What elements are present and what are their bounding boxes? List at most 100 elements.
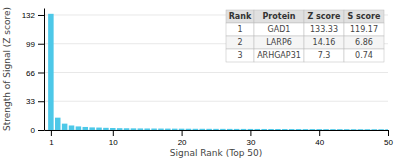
bar — [193, 129, 199, 130]
bar — [234, 129, 240, 130]
tick: 1 — [49, 130, 54, 147]
tick-mark — [319, 130, 320, 136]
tick: 20 — [178, 130, 187, 147]
grid-line — [44, 72, 388, 73]
bar — [365, 129, 371, 130]
bars — [48, 14, 388, 130]
bar — [275, 129, 281, 130]
bar — [206, 129, 212, 130]
tick-mark — [182, 130, 183, 136]
grid-line — [44, 101, 388, 102]
tick-label: 20 — [178, 138, 187, 147]
bar — [220, 129, 226, 130]
table-header-cell — [304, 10, 344, 23]
axis-line — [44, 9, 45, 131]
plot: 110203040500336699132RankProteinZ scoreS… — [22, 9, 394, 147]
bar — [241, 129, 247, 130]
table-header-cell — [254, 10, 304, 23]
tick-label: 10 — [109, 138, 118, 147]
table-header: Protein — [263, 12, 296, 21]
x-axis-title: Signal Rank (Top 50) — [170, 148, 262, 158]
tick-label: 30 — [246, 138, 255, 147]
bar — [213, 129, 219, 130]
x-axis: 1 10 20 30 40 50 — [45, 130, 394, 147]
bar — [186, 129, 192, 130]
tick-mark — [113, 130, 114, 136]
bar — [371, 129, 377, 130]
bar — [385, 129, 388, 130]
bar — [172, 129, 178, 130]
tick-label: 66 — [26, 69, 35, 78]
bar — [103, 128, 109, 130]
axis-line — [45, 130, 389, 131]
bar — [83, 127, 89, 130]
tick-mark — [38, 72, 44, 73]
tick: 0 — [31, 126, 44, 135]
bar — [151, 129, 157, 130]
tick: 50 — [384, 130, 393, 147]
y-axis-title: Strength of Signal (Z score) — [2, 7, 12, 131]
bar — [268, 129, 274, 130]
tick-mark — [38, 44, 44, 45]
tick-label: 99 — [26, 40, 35, 49]
table-text: 7.3 — [318, 51, 331, 60]
bar — [282, 129, 288, 130]
tick-mark — [38, 101, 44, 102]
bar — [316, 129, 322, 130]
table-text: LARP6 — [266, 38, 292, 47]
table-text: 2 — [237, 38, 242, 47]
table-text: 14.16 — [313, 38, 336, 47]
tick: 30 — [246, 130, 255, 147]
chart: 110203040500336699132RankProteinZ scoreS… — [0, 0, 400, 160]
bar — [89, 127, 95, 130]
tick-label: 40 — [315, 138, 324, 147]
table-cell — [304, 49, 344, 62]
bar — [62, 124, 68, 130]
bar — [117, 128, 123, 130]
bar — [227, 129, 233, 130]
grid — [44, 15, 388, 130]
bar — [310, 129, 316, 130]
table-cell — [304, 36, 344, 49]
tick: 40 — [315, 130, 324, 147]
tick: 99 — [26, 40, 44, 49]
tick: 10 — [109, 130, 118, 147]
table-text: 133.33 — [310, 25, 338, 34]
bar — [55, 118, 61, 130]
tick-label: 50 — [384, 138, 393, 147]
bar — [76, 126, 82, 130]
bar — [110, 128, 116, 130]
tick-mark — [51, 130, 52, 136]
table-cell — [226, 36, 254, 49]
tick-label: 33 — [26, 97, 35, 106]
table-cell — [254, 49, 304, 62]
table-cell — [344, 49, 384, 62]
table-header-cell — [226, 10, 254, 23]
tick-mark — [250, 130, 251, 136]
bar — [330, 129, 336, 130]
tick: 33 — [26, 97, 44, 106]
table-text: 1 — [237, 25, 242, 34]
bar — [358, 129, 364, 130]
table-header: S score — [348, 12, 381, 21]
tick-mark — [388, 130, 389, 136]
bar — [296, 129, 302, 130]
bar — [131, 128, 137, 130]
bar — [289, 129, 295, 130]
table-cell — [344, 23, 384, 36]
bar — [323, 129, 329, 130]
bar — [303, 129, 309, 130]
bar — [378, 129, 384, 130]
bar — [138, 128, 144, 130]
tick: 132 — [22, 11, 44, 20]
table-text: GAD1 — [268, 25, 291, 34]
table-cell — [304, 23, 344, 36]
bar — [179, 129, 185, 130]
bar — [144, 128, 150, 130]
y-axis: 0 33 66 99 132 — [22, 9, 45, 136]
bar — [344, 129, 350, 130]
table-text: 119.17 — [350, 25, 378, 34]
table-cell — [344, 36, 384, 49]
tick-label: 0 — [31, 126, 36, 135]
table-text: 3 — [237, 51, 242, 60]
